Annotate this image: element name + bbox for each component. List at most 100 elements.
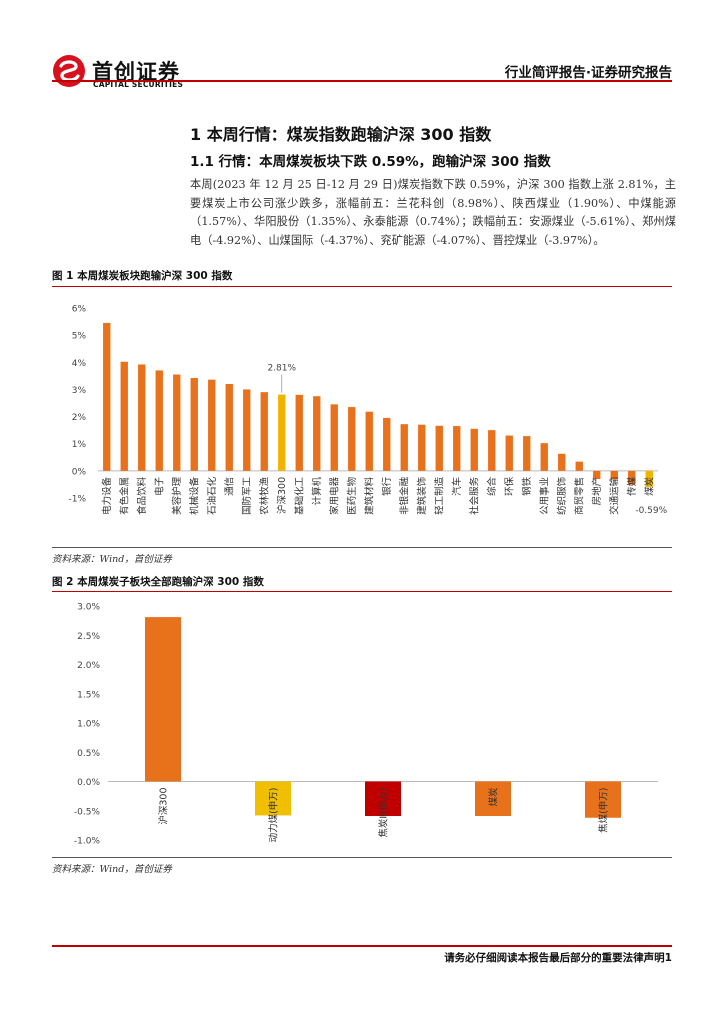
figure1-bar — [208, 379, 216, 471]
figure1-bar — [610, 470, 618, 480]
figure1-category-label: 综合 — [486, 476, 498, 496]
figure2-category-label: 沪深300 — [158, 788, 170, 825]
figure1-category-label: 食品饮料 — [136, 476, 148, 515]
figure1-category-label: 家用电器 — [329, 476, 341, 515]
legal-notice-footer: 请务必仔细阅读本报告最后部分的重要法律声明1 — [444, 952, 672, 964]
figure1-category-label: 煤炭 — [644, 476, 656, 496]
figure1-bar — [330, 404, 338, 471]
figure1-y-tick-label: 4% — [72, 359, 87, 369]
figure1-title: 图 1 本周煤炭板块跑输沪深 300 指数 — [52, 270, 233, 282]
figure2-bar — [365, 781, 401, 817]
figure1-bar — [645, 470, 653, 487]
figure1-category-label: 国防军工 — [241, 476, 253, 515]
figure1-bar — [278, 394, 286, 471]
figure1-category-label: 农林牧渔 — [259, 476, 271, 515]
figure1-category-label: 纺织服饰 — [556, 477, 568, 515]
figure1-y-tick-label: 2% — [72, 413, 87, 423]
figure1-bar — [295, 394, 303, 471]
figure1-category-label: 通信 — [224, 477, 236, 496]
figure1-y-tick-label: -1% — [68, 495, 86, 505]
figure2-y-tick-label: 0.5% — [77, 749, 100, 759]
figure1-bar — [418, 424, 426, 471]
figure1-bar — [120, 361, 128, 471]
figure1-category-label: 计算机 — [311, 476, 323, 505]
footer-divider — [52, 945, 672, 947]
logo-english-name: CAPITAL SECURITIES — [93, 80, 184, 89]
figure1-y-tick-label: 0% — [72, 467, 87, 477]
figure2-top-rule — [52, 591, 672, 592]
figure1-bar — [313, 396, 321, 471]
figure1-category-label: 汽车 — [451, 477, 463, 496]
figure1-bar — [453, 426, 461, 471]
figure1-category-label: 基础化工 — [294, 476, 306, 515]
figure2-bar-chart: 3.0% 2.5% 2.0% 1.5% 1.0% 0.5% 0.0% -0.5% -1.0% 沪深… — [74, 603, 658, 847]
figure1-bar — [138, 364, 146, 471]
figure1-bar — [470, 428, 478, 471]
figure1-bar — [103, 322, 111, 471]
figure1-category-label: 交通运输 — [609, 476, 621, 515]
section-heading: 1 本周行情：煤炭指数跑输沪深 300 指数 — [190, 125, 492, 144]
figure1-bar — [243, 389, 251, 471]
figure1-bar — [628, 470, 636, 485]
figure1-category-label: 公用事业 — [539, 477, 551, 515]
figure1-category-label: 沪深300 — [276, 477, 288, 514]
figure1-bar — [593, 470, 601, 479]
figure1-category-label: 石油石化 — [206, 476, 218, 515]
figure2-bar — [145, 617, 181, 782]
figure2-category-label: 焦煤(申万) — [598, 788, 610, 833]
figure1-category-label: 轻工制造 — [434, 476, 446, 515]
figure1-category-label: 房地产 — [591, 477, 603, 506]
figure2-y-tick-label: 2.5% — [77, 632, 100, 642]
figure1-bar-chart: -1% 0% 1% 2% 3% 4% 5% 6% 电力设备 有色金属 食品饮料 电子 美容护理 机械设备石… — [68, 305, 667, 516]
figure2-y-tick-label: 1.5% — [77, 690, 100, 700]
figure1-bar — [540, 443, 548, 471]
figure1-y-tick-label: 5% — [72, 332, 87, 342]
figure1-bar — [488, 430, 496, 471]
figure1-bar — [383, 417, 391, 471]
figure2-bottom-rule — [52, 857, 672, 858]
figure1-bar — [225, 384, 233, 471]
figure2-y-tick-label: -1.0% — [74, 837, 101, 847]
figure1-category-label: 非银金融 — [399, 476, 411, 515]
figure1-bar — [190, 378, 198, 471]
figure1-bar — [348, 407, 356, 471]
figure2-category-label: 动力煤(申万) — [268, 788, 280, 843]
figure2-y-tick-label: 1.0% — [77, 720, 100, 730]
figure1-bar — [155, 370, 163, 471]
figure1-data-label: -0.59% — [635, 506, 667, 516]
capital-securities-logo-icon — [53, 55, 85, 87]
figure2-bar — [255, 781, 291, 816]
figure1-category-label: 传媒 — [626, 476, 638, 496]
figure2-y-tick-label: -0.5% — [74, 807, 101, 817]
figure1-category-label: 钢铁 — [521, 476, 533, 496]
figure1-bar — [575, 461, 583, 471]
figure1-y-tick-label: 1% — [72, 440, 87, 450]
figure2-source: 资料来源：Wind，首创证券 — [52, 864, 172, 875]
figure2-category-label: 煤炭 — [488, 787, 500, 807]
figure1-bar — [260, 392, 268, 471]
figure1-y-tick-label: 3% — [72, 386, 87, 396]
figure2-bar — [475, 781, 511, 817]
figure1-category-label: 机械设备 — [189, 476, 201, 515]
figure2-y-tick-label: 3.0% — [77, 603, 100, 613]
figure1-bar — [400, 424, 408, 471]
figure1-category-label: 电力设备 — [101, 476, 113, 515]
figure1-category-label: 银行 — [381, 476, 393, 496]
figure2-y-tick-label: 2.0% — [77, 661, 100, 671]
figure1-top-rule — [52, 286, 672, 287]
market-summary-paragraph: 本周(2023 年 12 月 25 日-12 月 29 日)煤炭指数下跌 0.5… — [190, 178, 676, 247]
report-type-title: 行业简评报告·证券研究报告 — [504, 65, 672, 81]
figure1-bar — [523, 436, 531, 471]
figure2-category-label: 焦炭Ⅱ(申万) — [378, 788, 390, 838]
figure1-source: 资料来源：Wind，首创证券 — [52, 554, 172, 565]
figure1-bottom-rule — [52, 547, 672, 548]
figure1-category-label: 美容护理 — [171, 476, 183, 515]
figure1-category-label: 有色金属 — [119, 477, 131, 515]
figure1-bar — [505, 435, 513, 471]
subsection-heading: 1.1 行情：本周煤炭板块下跌 0.59%，跑输沪深 300 指数 — [190, 154, 551, 170]
figure2-bar — [585, 781, 621, 818]
figure1-category-label: 医药生物 — [346, 476, 358, 515]
figure2-y-tick-label: 0.0% — [77, 778, 100, 788]
figure1-category-label: 建筑材料 — [364, 476, 376, 515]
figure1-category-label: 电子 — [154, 476, 166, 496]
